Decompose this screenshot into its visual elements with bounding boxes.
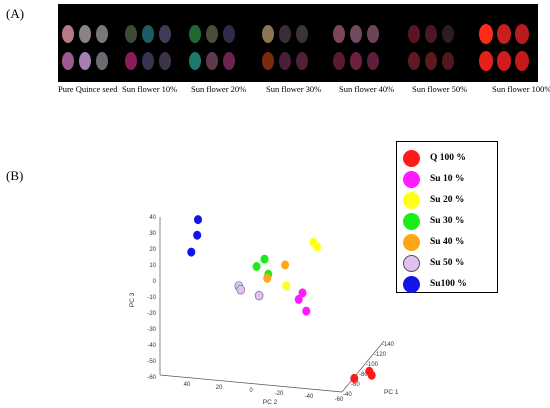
seed-group-20	[189, 25, 235, 70]
pc3-tick: 20	[149, 247, 156, 253]
pc2-tick: -20	[275, 391, 284, 397]
scatter-point	[313, 242, 322, 252]
panel-b-label: (B)	[6, 168, 24, 183]
caption-10: Sun flower 10%	[122, 84, 178, 94]
legend-swatch	[403, 149, 420, 167]
scatter-point	[260, 254, 269, 264]
pc1-tick: -80	[359, 372, 368, 378]
pc3-tick: 40	[149, 215, 156, 221]
pc1-axis-label: PC 1	[384, 389, 399, 396]
legend-swatch	[403, 275, 420, 293]
pc3-tick: 10	[149, 263, 156, 269]
seed-group-10	[125, 25, 171, 70]
pc1-ticks: -140 -120 -100 -80 -60 -40	[343, 342, 395, 398]
pc1-tick: -100	[366, 362, 379, 368]
scatter-point	[367, 370, 376, 380]
pc3-ticks: 40 30 20 10 0 -10 -20 -30 -40 -50 -60	[147, 215, 156, 381]
seed-group-40	[333, 25, 379, 70]
pc3-tick: 0	[153, 279, 157, 285]
legend-swatch	[403, 254, 420, 272]
legend-item: Su 20 %	[403, 190, 464, 210]
seed-group-quince	[62, 25, 108, 70]
panel-a-label: (A)	[6, 6, 25, 21]
legend-item: Su 40 %	[403, 232, 464, 252]
seed-group-30	[262, 25, 308, 70]
scatter-point	[302, 306, 311, 316]
legend-swatch	[403, 233, 420, 251]
pc2-tick: 20	[216, 385, 223, 391]
scatter-point	[254, 290, 264, 301]
pc1-tick: -40	[343, 392, 352, 398]
pc3-tick: 30	[149, 231, 156, 237]
pc3-tick: -60	[147, 375, 156, 381]
pc2-ticks: 40 20 0 -20 -40 -60	[184, 382, 344, 403]
legend-item: Q 100 %	[403, 148, 466, 168]
legend-item: Su100 %	[403, 274, 467, 294]
chart-legend: Q 100 % Su 10 % Su 20 % Su 30 % Su 40 % …	[396, 141, 498, 293]
scatter-point	[298, 288, 307, 298]
pc2-axis-label: PC 2	[263, 399, 278, 406]
scatter-point	[282, 281, 291, 291]
caption-quince: Pure Quince seed	[58, 84, 118, 94]
seed-group-50	[408, 25, 454, 70]
legend-label: Su100 %	[430, 279, 467, 289]
caption-30: Sun flower 30%	[266, 84, 322, 94]
scatter-point	[350, 373, 359, 383]
scatter-point	[294, 294, 303, 304]
legend-label: Q 100 %	[430, 153, 466, 163]
pc2-tick: -60	[335, 397, 344, 403]
scatter-point	[252, 262, 261, 271]
legend-swatch	[403, 212, 420, 230]
pc3-tick: -10	[147, 295, 156, 301]
caption-40: Sun flower 40%	[339, 84, 395, 94]
seed-group-100	[479, 24, 529, 71]
scatter-point	[187, 247, 196, 257]
pc1-tick: -120	[374, 352, 387, 358]
legend-item: Su 10 %	[403, 169, 464, 189]
caption-20: Sun flower 20%	[191, 84, 247, 94]
legend-swatch	[403, 170, 420, 188]
axes-frame	[159, 217, 385, 393]
pc3-tick: -40	[147, 343, 156, 349]
caption-100: Sun flower 100%	[492, 84, 550, 94]
scatter-point	[193, 230, 202, 240]
pc3-axis-label: PC 3	[129, 292, 136, 307]
pc1-tick: -140	[382, 342, 395, 348]
scatter-point	[236, 284, 245, 295]
pc3-tick: -50	[147, 359, 156, 365]
seed-photo	[62, 24, 529, 71]
scatter-point	[194, 215, 202, 225]
pc2-tick: -40	[305, 394, 314, 400]
pc3-tick: -20	[147, 311, 156, 317]
pc2-tick: 0	[249, 388, 253, 394]
legend-swatch	[403, 191, 420, 209]
pc1-tick: -60	[351, 382, 360, 388]
legend-label: Su 40 %	[430, 237, 465, 247]
legend-label: Su 50 %	[430, 258, 465, 268]
legend-label: Su 30 %	[430, 216, 465, 226]
seed-photo-strip	[58, 4, 538, 82]
pc2-tick: 40	[184, 382, 191, 388]
legend-label: Su 10 %	[430, 174, 465, 184]
legend-item: Su 50 %	[403, 253, 464, 273]
caption-50: Sun flower 50%	[412, 84, 468, 94]
legend-label: Su 20 %	[430, 195, 465, 205]
pc3-tick: -30	[147, 327, 156, 333]
scatter-point	[263, 273, 272, 283]
scatter-point	[281, 260, 290, 270]
legend-item: Su 30 %	[403, 211, 464, 231]
data-points	[187, 215, 376, 383]
